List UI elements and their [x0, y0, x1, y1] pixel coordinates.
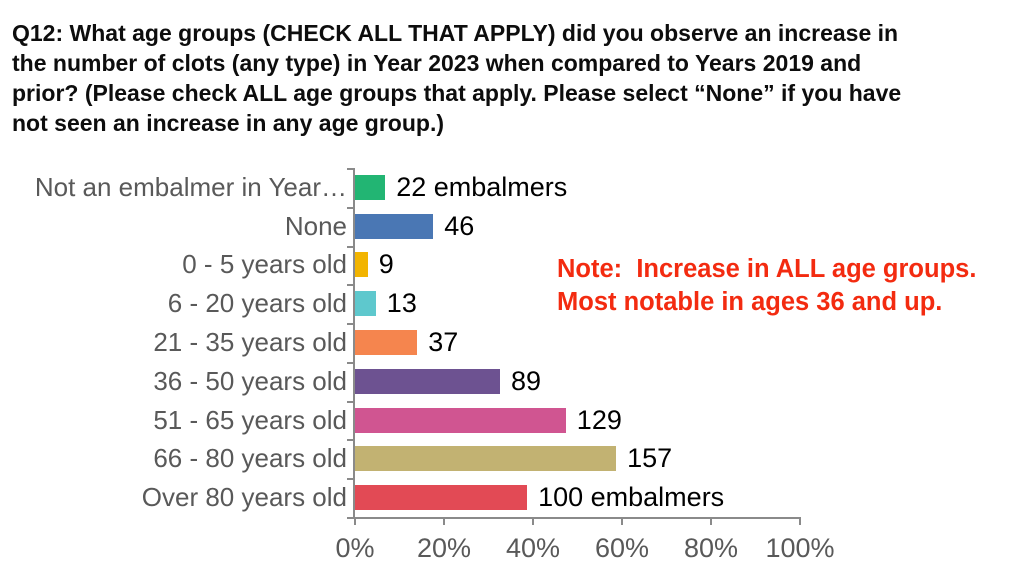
category-label: 6 - 20 years old [167, 288, 347, 319]
y-axis-tick [347, 168, 354, 170]
x-axis-tick-label: 0% [335, 533, 375, 563]
y-axis-tick [347, 206, 354, 209]
category-label: 36 - 50 years old [153, 365, 347, 396]
chart-question-title: Q12: What age groups (CHECK ALL THAT APP… [12, 18, 1016, 138]
y-axis-tick [347, 517, 354, 519]
category-label: 21 - 35 years old [153, 327, 347, 358]
bar [354, 291, 376, 317]
bar-area: 100 embalmers [354, 478, 1024, 517]
value-label: 9 [378, 249, 394, 280]
x-axis-tick-label: 100% [765, 533, 835, 563]
title-line: not seen an increase in any age group.) [12, 110, 445, 136]
value-label: 37 [428, 327, 459, 358]
title-line: prior? (Please check ALL age groups that… [12, 80, 902, 106]
x-axis-tick [443, 517, 445, 525]
note-line: Note: Increase in ALL age groups. [557, 255, 977, 283]
bar [354, 174, 386, 200]
x-axis-tick [532, 517, 534, 525]
chart-row: 0 - 5 years old 9 [0, 246, 1024, 285]
chart-row: 66 - 80 years old 157 [0, 440, 1024, 479]
category-label: Not an embalmer in Year… [34, 171, 347, 202]
bar [354, 213, 434, 239]
y-axis-tick [347, 284, 354, 287]
value-label: 129 [576, 404, 622, 435]
bar [354, 252, 368, 278]
bar-area: 89 [354, 362, 1024, 401]
note-line: Most notable in ages 36 and up. [557, 288, 943, 316]
value-label: 46 [444, 210, 475, 241]
value-label: 100 embalmers [538, 482, 725, 513]
bar [354, 330, 418, 356]
title-line: Q12: What age groups (CHECK ALL THAT APP… [12, 20, 899, 46]
bar-area: 157 [354, 440, 1024, 479]
x-axis-tick [621, 517, 623, 525]
category-label: 51 - 65 years old [153, 404, 347, 435]
chart-row: 36 - 50 years old 89 [0, 362, 1024, 401]
y-axis-tick [347, 323, 354, 326]
bar [354, 407, 566, 433]
bar [354, 485, 528, 511]
title-line: the number of clots (any type) in Year 2… [12, 50, 862, 76]
chart-row: 21 - 35 years old 37 [0, 323, 1024, 362]
x-axis-tick-label: 40% [505, 533, 561, 563]
y-axis-line [353, 168, 355, 518]
x-axis-line [353, 517, 800, 519]
bar [354, 446, 617, 472]
category-label: None [284, 210, 347, 241]
x-axis-tick [354, 517, 356, 525]
bar-area: 22 embalmers [354, 168, 1024, 207]
x-axis-tick [710, 517, 712, 525]
y-axis-tick [347, 439, 354, 442]
chart-row: None 46 [0, 207, 1024, 246]
y-axis-tick [347, 478, 354, 481]
bar-area: 46 [354, 207, 1024, 246]
y-axis-tick [347, 361, 354, 364]
value-label: 22 embalmers [396, 171, 568, 202]
x-axis-tick-label: 20% [416, 533, 472, 563]
chart-row: Over 80 years old 100 embalmers [0, 478, 1024, 517]
bar [354, 368, 500, 394]
bar-area: 9 [354, 246, 1024, 285]
bar-area: 13 [354, 284, 1024, 323]
value-label: 13 [386, 288, 417, 319]
bar-area: 129 [354, 401, 1024, 440]
annotation-note: Note: Increase in ALL age groups. Most no… [557, 253, 976, 319]
category-label: Over 80 years old [141, 482, 347, 513]
value-label: 89 [511, 365, 542, 396]
category-label: 66 - 80 years old [153, 443, 347, 474]
category-label: 0 - 5 years old [182, 249, 347, 280]
bar-area: 37 [354, 323, 1024, 362]
chart-row: 51 - 65 years old 129 [0, 401, 1024, 440]
x-axis-tick-label: 60% [594, 533, 650, 563]
chart-row: 6 - 20 years old 13 [0, 284, 1024, 323]
chart-row: Not an embalmer in Year… 22 embalmers [0, 168, 1024, 207]
value-label: 157 [627, 443, 673, 474]
bar-chart-rows: Not an embalmer in Year… 22 embalmers None… [0, 168, 1024, 517]
x-axis-tick [799, 517, 801, 525]
y-axis-tick [347, 245, 354, 248]
x-axis-tick-label: 80% [683, 533, 739, 563]
y-axis-tick [347, 400, 354, 403]
